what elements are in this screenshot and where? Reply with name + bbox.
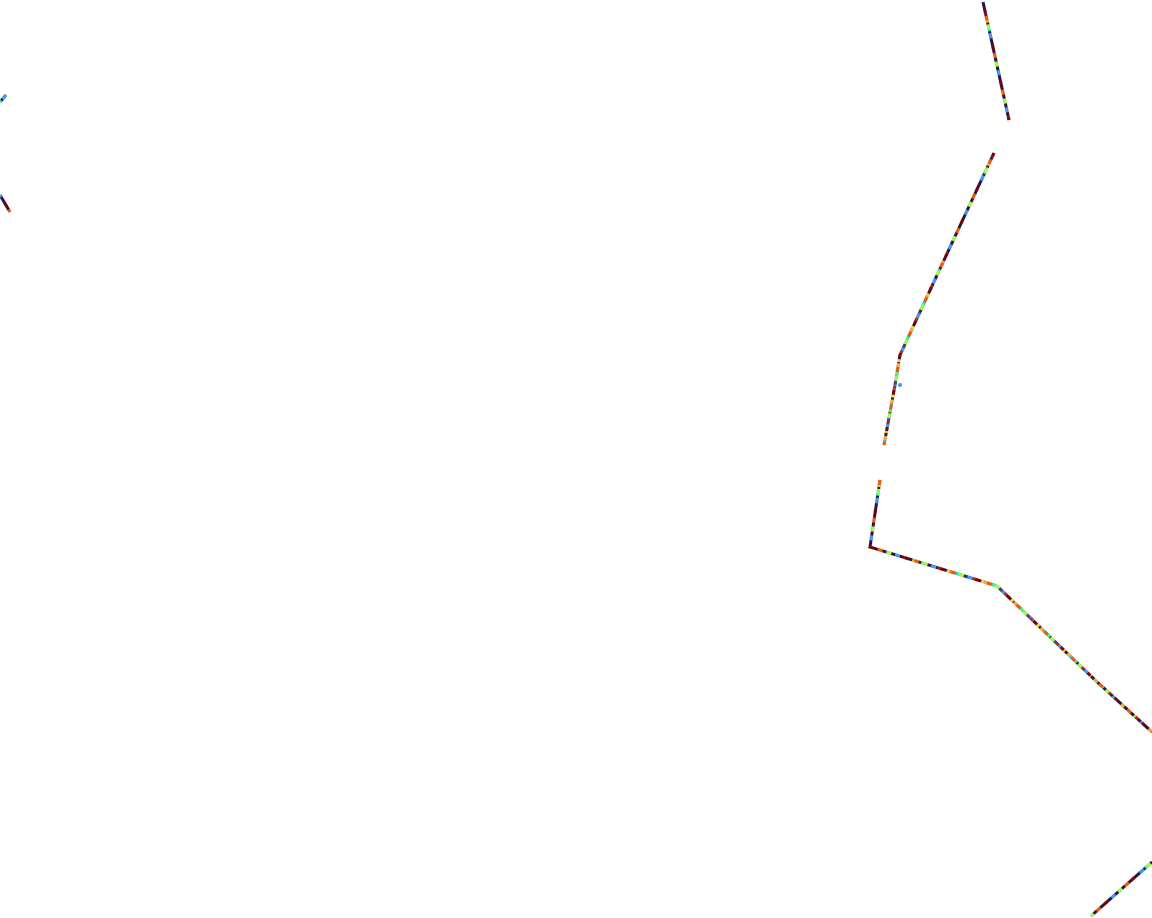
boundary-stroke (882, 152, 996, 446)
boundary-stroke (882, 152, 996, 446)
boundary-stroke (882, 152, 996, 446)
boundary-stroke (882, 152, 996, 446)
boundary-stroke (868, 479, 1152, 734)
boundary-stroke (882, 152, 996, 446)
boundary-line (868, 479, 1152, 734)
boundary-stroke (1090, 860, 1152, 918)
boundary-stroke (0, 94, 8, 103)
boundary-line (0, 94, 8, 103)
boundary-stroke (882, 152, 996, 446)
boundary-stroke (882, 152, 996, 446)
boundary-stroke (882, 152, 996, 446)
boundary-stroke (0, 194, 12, 213)
point-marker (898, 383, 902, 387)
boundary-stroke (868, 479, 1152, 734)
boundary-stroke (1090, 860, 1152, 918)
boundary-line (882, 152, 996, 446)
boundary-line (0, 194, 12, 213)
boundary-stroke (981, 1, 1011, 121)
boundary-line (981, 1, 1011, 121)
boundary-stroke (882, 152, 996, 446)
boundary-line (1090, 860, 1152, 918)
boundary-stroke (0, 94, 8, 103)
boundary-stroke (868, 479, 1152, 734)
boundary-stroke (882, 152, 996, 446)
boundary-stroke (882, 152, 996, 446)
boundary-stroke (981, 1, 1011, 121)
